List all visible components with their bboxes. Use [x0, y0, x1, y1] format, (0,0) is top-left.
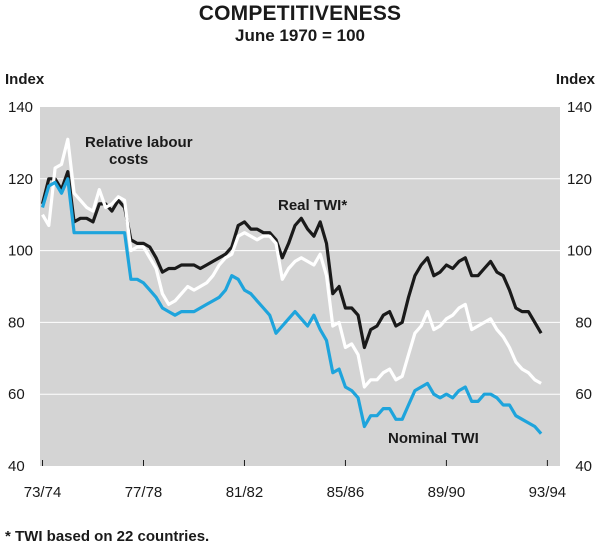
annotation-nominal-twi: Nominal TWI — [388, 430, 479, 447]
series-lines — [40, 137, 543, 435]
y-axis-label-left: Index — [5, 71, 45, 88]
x-tick-81-82: 81/82 — [226, 484, 264, 501]
chart-subtitle: June 1970 = 100 — [235, 26, 365, 45]
y-tick-left-80: 80 — [8, 314, 25, 331]
y-tick-left-120: 120 — [8, 171, 33, 188]
chart-title: COMPETITIVENESS — [198, 2, 402, 25]
x-tick-73-74: 73/74 — [24, 484, 62, 501]
y-axis-right: 40 60 80 100 120 140 — [567, 99, 592, 475]
y-tick-right-120: 120 — [567, 171, 592, 188]
annotation-costs: costs — [109, 151, 148, 168]
plot-area — [40, 107, 560, 466]
footnote: * TWI based on 22 countries. — [5, 528, 210, 545]
y-tick-right-100: 100 — [567, 243, 592, 260]
y-tick-right-60: 60 — [575, 386, 592, 403]
series-line-relative-labour-costs — [41, 137, 542, 389]
x-tick-89-90: 89/90 — [428, 484, 466, 501]
y-tick-left-40: 40 — [8, 458, 25, 475]
y-axis-label-right: Index — [556, 71, 596, 88]
x-tick-77-78: 77/78 — [125, 484, 163, 501]
y-tick-left-140: 140 — [8, 99, 33, 116]
series-line-nominal-twi — [40, 177, 543, 435]
annotation-relative-labour: Relative labour — [85, 134, 193, 151]
y-tick-left-60: 60 — [8, 386, 25, 403]
y-tick-right-140: 140 — [567, 99, 592, 116]
annotation-real-twi: Real TWI* — [278, 197, 347, 214]
y-tick-left-100: 100 — [8, 243, 33, 260]
y-axis-left: 40 60 80 100 120 140 — [8, 99, 33, 475]
x-axis: 73/74 77/78 81/82 85/86 89/90 93/94 — [24, 460, 566, 501]
y-tick-right-80: 80 — [575, 314, 592, 331]
x-tick-85-86: 85/86 — [327, 484, 365, 501]
y-tick-right-40: 40 — [575, 458, 592, 475]
x-tick-93-94: 93/94 — [529, 484, 567, 501]
